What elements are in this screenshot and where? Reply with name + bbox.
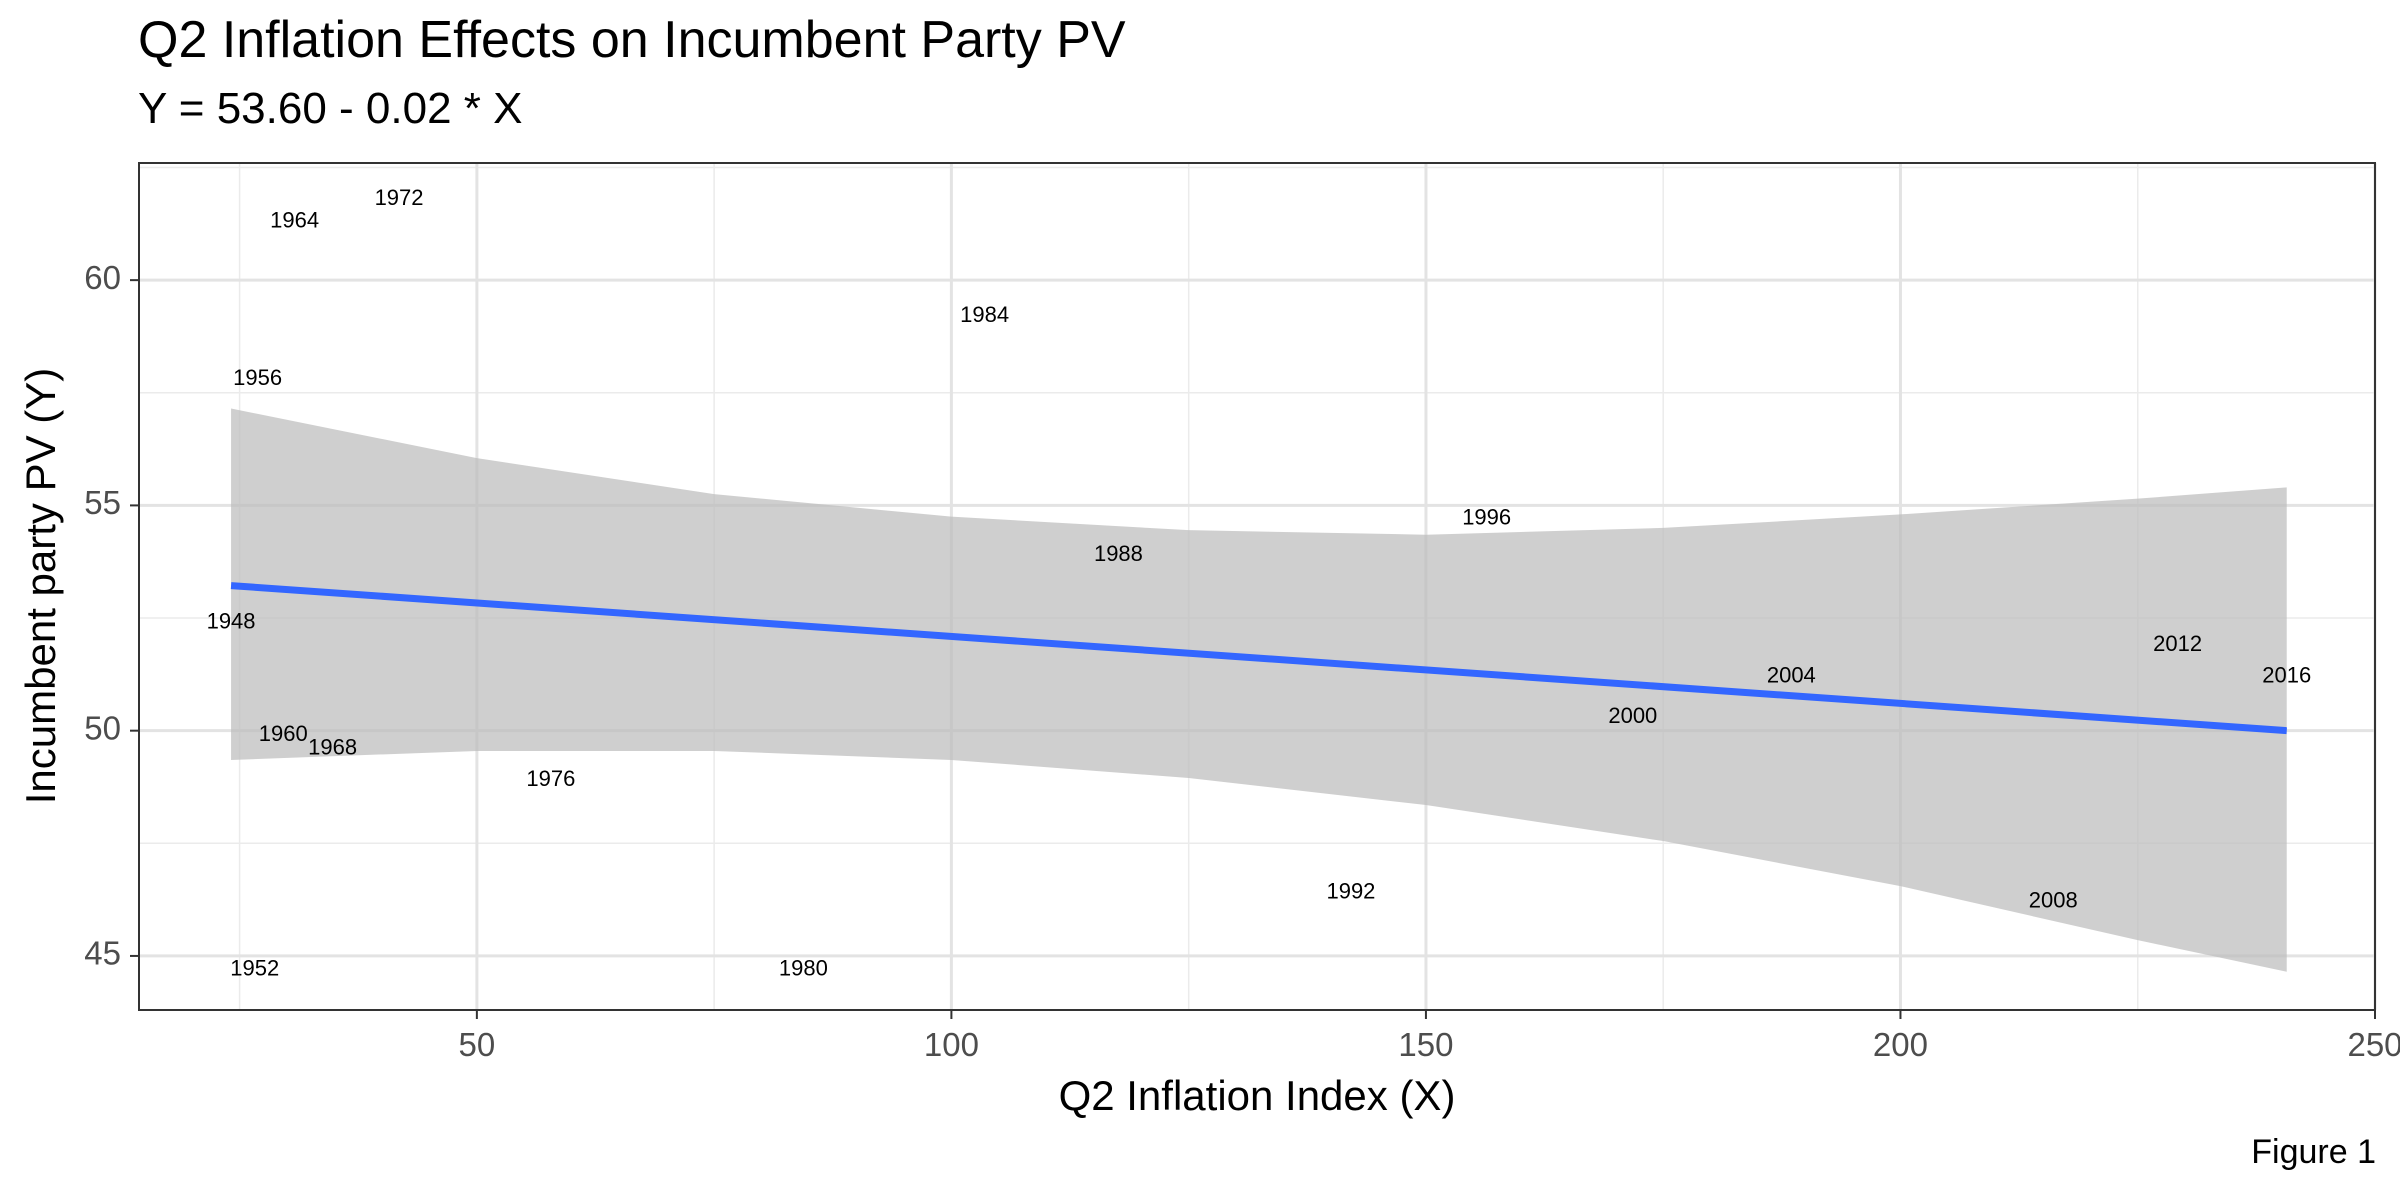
- point-label-1968: 1968: [308, 735, 357, 760]
- y-tick-label: 60: [84, 259, 121, 296]
- y-tick-label: 50: [84, 709, 121, 746]
- point-labels: 1948 1952 1956 1960 1964 1968 1972 1976 1980 1984…: [207, 185, 2312, 980]
- point-label-1964: 1964: [270, 207, 319, 232]
- x-tick-label: 100: [924, 1026, 979, 1063]
- point-label-1976: 1976: [526, 766, 575, 791]
- x-axis: 50 100 150 200 250: [459, 1010, 2400, 1063]
- point-label-1992: 1992: [1326, 879, 1375, 904]
- point-label-2008: 2008: [2029, 888, 2078, 913]
- point-label-2012: 2012: [2153, 631, 2202, 656]
- x-tick-label: 200: [1873, 1026, 1928, 1063]
- regression-line: [230, 582, 2287, 735]
- point-label-1960: 1960: [259, 721, 308, 746]
- x-tick-label: 250: [2347, 1026, 2400, 1063]
- point-label-1956: 1956: [233, 365, 282, 390]
- point-label-1952: 1952: [230, 955, 279, 980]
- point-label-1980: 1980: [779, 955, 828, 980]
- figure-caption: Figure 1: [2251, 1133, 2376, 1171]
- confidence-band: [231, 408, 2287, 972]
- x-tick-label: 150: [1398, 1026, 1453, 1063]
- chart-title: Q2 Inflation Effects on Incumbent Party …: [138, 11, 1126, 69]
- plot-border: [138, 162, 2376, 1011]
- point-label-2016: 2016: [2262, 662, 2311, 687]
- chart-subtitle: Y = 53.60 - 0.02 * X: [138, 84, 523, 133]
- x-axis-title: Q2 Inflation Index (X): [1059, 1072, 1456, 1119]
- y-tick-label: 45: [84, 935, 121, 972]
- point-label-1972: 1972: [375, 185, 424, 210]
- point-label-1948: 1948: [207, 608, 256, 633]
- point-label-1988: 1988: [1094, 541, 1143, 566]
- y-axis-title: Incumbent party PV (Y): [17, 368, 64, 805]
- point-label-1984: 1984: [960, 302, 1009, 327]
- point-label-2004: 2004: [1767, 662, 1816, 687]
- point-label-1996: 1996: [1462, 505, 1511, 530]
- point-label-2000: 2000: [1608, 703, 1657, 728]
- y-axis: 45 50 55 60: [84, 259, 139, 972]
- x-tick-label: 50: [459, 1026, 496, 1063]
- y-tick-label: 55: [84, 484, 121, 521]
